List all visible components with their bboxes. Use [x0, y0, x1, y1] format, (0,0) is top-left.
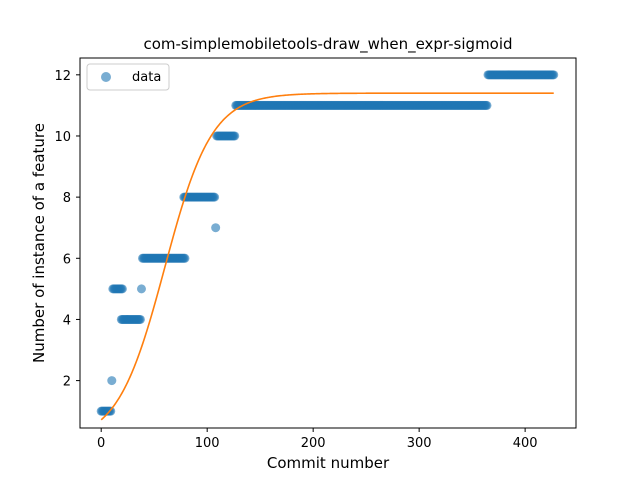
data-point — [482, 100, 492, 110]
y-axis-label: Number of instance of a feature — [30, 123, 48, 363]
data-point — [180, 253, 190, 263]
sigmoid-fit-line — [100, 92, 554, 421]
fit-line-group — [100, 92, 554, 421]
data-point — [210, 192, 220, 202]
data-point — [211, 223, 221, 233]
y-tick-label: 4 — [63, 313, 71, 328]
data-point — [107, 376, 117, 386]
legend-box — [86, 63, 170, 91]
y-tick-label: 6 — [63, 252, 71, 267]
y-tick-label: 12 — [54, 69, 71, 84]
legend-label-data: data — [132, 70, 161, 85]
data-point — [549, 70, 559, 80]
x-tick-label: 300 — [407, 436, 432, 451]
legend-marker-data — [101, 72, 111, 82]
x-tick-label: 400 — [513, 436, 538, 451]
x-tick-label: 100 — [195, 436, 220, 451]
y-axis: 2 4 6 8 10 12 — [54, 69, 80, 390]
chart-title: com-simplemobiletools-draw_when_expr-sig… — [143, 35, 512, 54]
x-tick-label: 0 — [97, 436, 105, 451]
data-marks — [96, 70, 559, 416]
data-point — [135, 314, 145, 324]
data-point — [136, 284, 146, 294]
y-tick-label: 2 — [63, 375, 71, 390]
x-axis-label: Commit number — [267, 454, 390, 472]
data-point — [230, 131, 240, 141]
x-tick-label: 200 — [301, 436, 326, 451]
legend: data — [86, 63, 170, 91]
x-axis: 0 100 200 300 400 — [97, 428, 538, 451]
plot-frame — [79, 57, 577, 429]
y-tick-label: 10 — [54, 130, 71, 145]
data-point — [117, 284, 127, 294]
y-tick-label: 8 — [63, 191, 71, 206]
